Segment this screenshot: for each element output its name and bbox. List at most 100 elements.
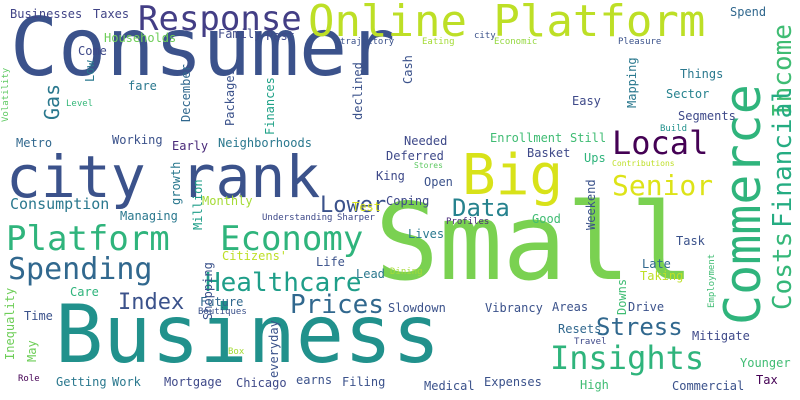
word-vibrancy: Vibrancy	[485, 301, 543, 315]
word-index: Index	[118, 290, 185, 315]
word-costs: Costs	[768, 231, 798, 310]
word-businesses: Businesses	[10, 7, 83, 21]
word-downs: Downs	[615, 278, 629, 315]
word-slowdown: Slowdown	[388, 301, 446, 315]
word-taxes: Taxes	[93, 7, 130, 21]
word-lower: Lower	[320, 193, 387, 218]
word-everyday: everyday	[267, 320, 281, 378]
word-boutiques: Boutiques	[198, 307, 247, 317]
word-employment: Employment	[707, 253, 717, 308]
word-spending: Spending	[8, 252, 153, 287]
word-sector: Sector	[666, 87, 710, 101]
word-mortgage: Mortgage	[164, 375, 222, 389]
word-finances: Finances	[263, 77, 277, 135]
word-coping: Coping	[386, 194, 430, 208]
word-build: Build	[660, 124, 688, 134]
word-online-platform: Online Platform	[308, 0, 706, 47]
word-response: Response	[138, 0, 302, 39]
word-small: Small	[375, 181, 695, 304]
word-consumption: Consumption	[10, 195, 110, 213]
word-lead: Lead	[356, 267, 385, 281]
word-business: Business	[55, 288, 441, 381]
word-open: Open	[424, 175, 453, 189]
word-time: Time	[24, 309, 53, 323]
word-segments: Segments	[678, 109, 736, 123]
word-lives: Lives	[408, 227, 445, 241]
word-local: Local	[612, 124, 709, 162]
word-family: Family	[218, 27, 262, 41]
word-eating: Eating	[422, 37, 455, 47]
word-things: Things	[680, 67, 724, 81]
word-households: Households	[104, 31, 177, 45]
word-healthcare: Healthcare	[205, 268, 362, 298]
word-spend: Spend	[730, 5, 767, 19]
word-mitigate: Mitigate	[692, 329, 750, 343]
word-packages: Packages	[223, 68, 237, 126]
word-getting: Getting	[56, 375, 107, 389]
word-taking: Taking	[640, 269, 684, 283]
word-declined: declined	[351, 62, 365, 120]
word-future: Future	[200, 295, 244, 309]
word-travel: Travel	[574, 337, 607, 347]
word-volatility: Volatility	[1, 67, 11, 122]
word-task: Task	[676, 234, 705, 248]
word-tax: Tax	[756, 373, 778, 387]
word-basket: Basket	[527, 146, 571, 160]
word-dining: Dining	[390, 267, 423, 277]
word-level: Level	[66, 99, 94, 109]
word-easy: Easy	[572, 94, 601, 108]
word-enrollment: Enrollment	[490, 131, 563, 145]
word-role: Role	[18, 374, 40, 384]
word-citizens: Citizens'	[222, 249, 288, 263]
word-earns: earns	[296, 373, 333, 387]
word-past: Past	[266, 29, 295, 43]
word-working: Working	[112, 133, 163, 147]
word-test: Test	[352, 200, 381, 214]
word-commercial: Commercial	[672, 379, 745, 393]
word-chicago: Chicago	[236, 376, 287, 390]
word-platform: Platform	[6, 219, 170, 259]
word-insights: Insights	[550, 339, 705, 377]
word-deferred: Deferred	[386, 149, 444, 163]
word-box: Box	[228, 347, 245, 357]
word-data: Data	[452, 194, 510, 222]
word-expenses: Expenses	[484, 375, 542, 389]
word-younger: Younger	[740, 356, 791, 370]
word-needed: Needed	[404, 134, 448, 148]
word-good: Good	[532, 212, 561, 226]
word-drive: Drive	[628, 300, 665, 314]
word-may: May	[25, 340, 39, 362]
word-come: Come	[78, 44, 107, 58]
word-city: city	[474, 31, 496, 41]
word-stores: Stores	[414, 161, 443, 170]
word-consumer: Consumer	[10, 1, 396, 94]
word-profiles: Profiles	[446, 217, 490, 227]
word-gas: Gas	[40, 83, 64, 120]
word-weekend: Weekend	[584, 179, 598, 230]
word-contributions: Contributions	[612, 159, 675, 168]
word-work: Work	[112, 375, 141, 389]
word-neighborhoods: Neighborhoods	[218, 136, 312, 150]
word-trajectory: trajectory	[340, 37, 395, 47]
word-late: Late	[642, 257, 671, 271]
word-life: Life	[316, 255, 345, 269]
word-areas: Areas	[552, 300, 589, 314]
word-low: Low	[83, 60, 97, 82]
word-big: Big	[462, 143, 564, 208]
word-fare: fare	[128, 79, 157, 93]
word-stress: Stress	[596, 313, 683, 341]
word-monthly: Monthly	[202, 194, 253, 208]
word-understanding: Understanding	[262, 213, 333, 223]
word-metro: Metro	[16, 136, 53, 150]
word-managing: Managing	[120, 209, 178, 223]
word-pleasure: Pleasure	[618, 37, 662, 47]
word-growth: growth	[169, 161, 183, 205]
word-inequality: Inequality	[3, 287, 17, 360]
word-economic: Economic	[494, 37, 538, 47]
word-early: Early	[172, 139, 209, 153]
word-mapping: Mapping	[625, 57, 639, 108]
word-million: Million	[191, 179, 205, 230]
word-cash: Cash	[401, 55, 415, 84]
word-economy: Economy	[220, 219, 364, 259]
